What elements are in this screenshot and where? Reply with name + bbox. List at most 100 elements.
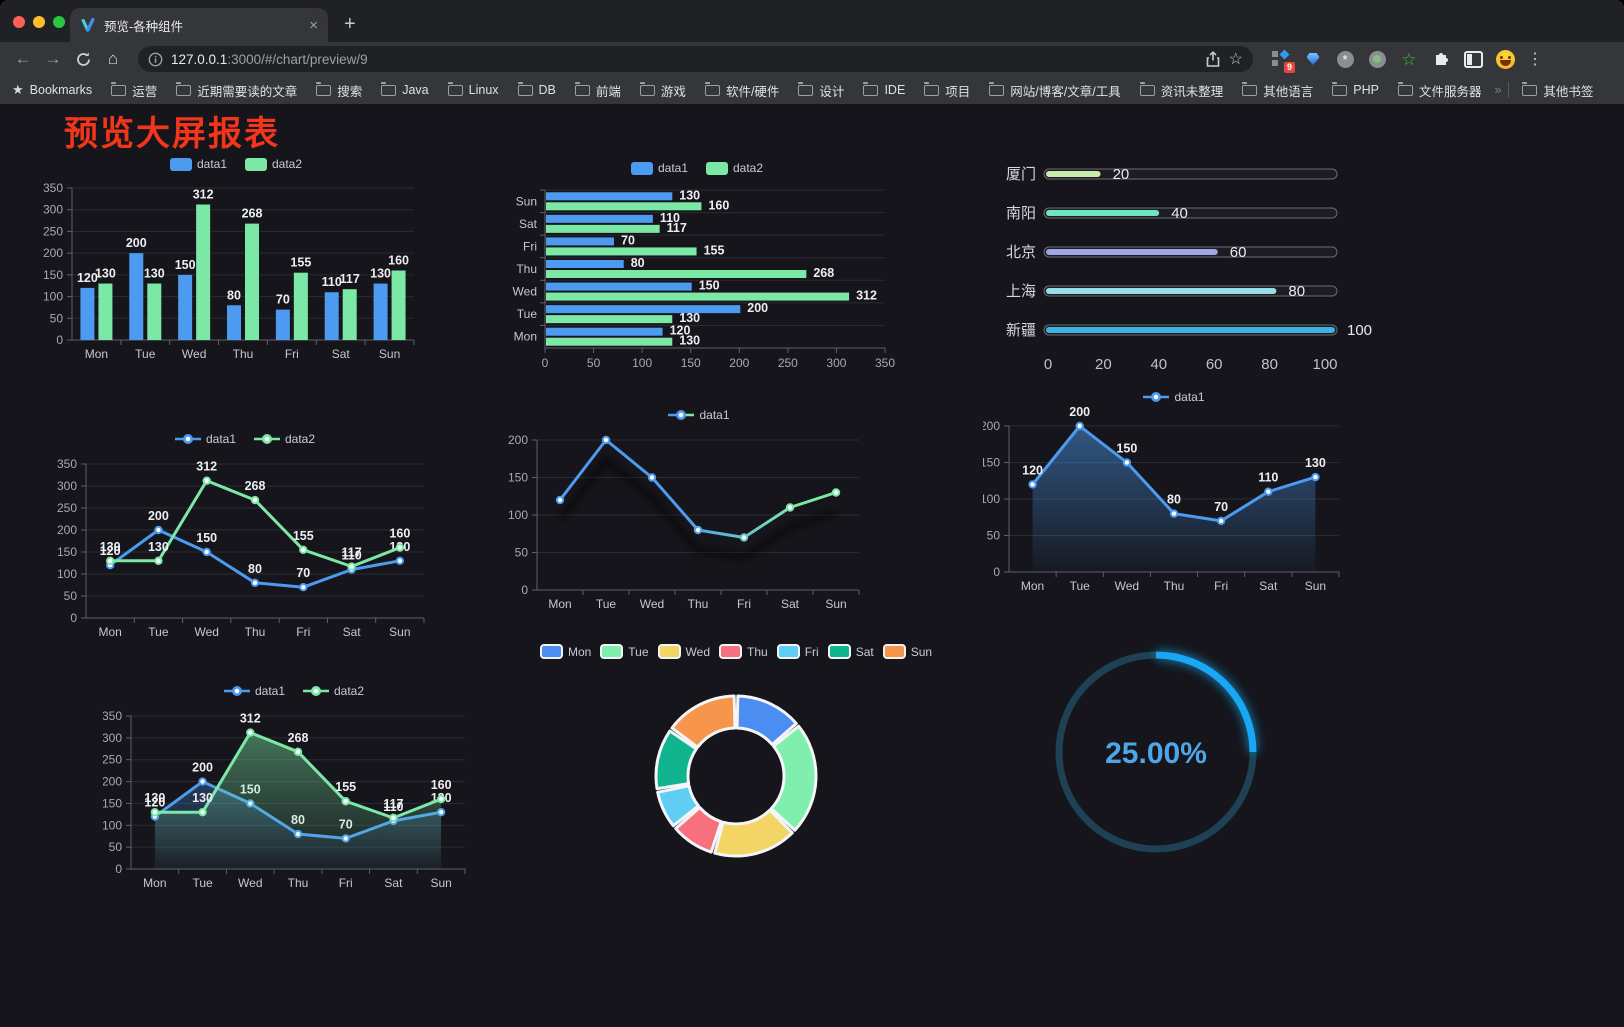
reload-icon[interactable] <box>70 46 96 72</box>
bookmark-folder[interactable]: 资讯未整理 <box>1139 81 1223 100</box>
legend-item-data1[interactable]: data1 <box>174 432 236 446</box>
minimize-window-button[interactable] <box>33 16 45 28</box>
svg-text:200: 200 <box>1069 405 1090 419</box>
legend-item-Thu[interactable]: Thu <box>719 644 768 659</box>
folder-icon <box>704 81 720 96</box>
share-icon[interactable] <box>1205 50 1221 68</box>
browser-menu-icon[interactable]: ⋮ <box>1527 51 1543 68</box>
new-tab-button[interactable]: + <box>344 13 356 35</box>
url-text[interactable]: 127.0.0.1:3000/#/chart/preview/9 <box>171 52 368 67</box>
legend-item-data1[interactable]: data1 <box>630 161 688 175</box>
legend-item-data1[interactable]: data1 <box>223 684 285 698</box>
close-window-button[interactable] <box>13 16 25 28</box>
legend-item-data2[interactable]: data2 <box>254 432 315 446</box>
record-extension-icon[interactable] <box>1367 49 1387 69</box>
svg-text:312: 312 <box>193 188 214 202</box>
bookmark-folder[interactable]: PHP <box>1332 81 1379 100</box>
legend-item-Sat[interactable]: Sat <box>827 644 874 659</box>
bookmark-folder-label: 网站/博客/文章/工具 <box>1010 84 1121 99</box>
bookmark-folder-label: 搜索 <box>337 84 363 99</box>
legend-item-Sun[interactable]: Sun <box>882 644 932 659</box>
zoom-window-button[interactable] <box>53 16 65 28</box>
home-icon[interactable]: ⌂ <box>107 49 119 68</box>
puzzle-extensions-icon[interactable] <box>1431 49 1451 69</box>
bookmark-folder[interactable]: 其他语言 <box>1242 81 1313 100</box>
bookmark-folder[interactable]: Java <box>381 81 429 100</box>
svg-text:50: 50 <box>50 311 64 325</box>
address-bar[interactable]: 127.0.0.1:3000/#/chart/preview/9 ☆ <box>138 46 1253 72</box>
svg-text:Sat: Sat <box>384 876 403 890</box>
legend-item-Mon[interactable]: Mon <box>539 644 591 659</box>
browser-tab[interactable]: 预览-各种组件 × <box>70 8 328 42</box>
legend-item-Tue[interactable]: Tue <box>600 644 649 659</box>
legend-item-data2[interactable]: data2 <box>303 684 364 698</box>
svg-text:250: 250 <box>57 501 77 515</box>
svg-text:312: 312 <box>856 289 877 303</box>
svg-text:160: 160 <box>708 198 729 212</box>
svg-text:Fri: Fri <box>296 625 310 639</box>
site-info-icon[interactable] <box>148 52 163 67</box>
chart-canvas-line2: 0 50 100 150 200 Mon Tue Wed Thu Fri Sat Sun <box>508 433 860 611</box>
bookmark-folder-label: PHP <box>1353 83 1379 97</box>
legend-item-Fri[interactable]: Fri <box>776 644 819 659</box>
legend-swatch <box>600 644 624 659</box>
bookmark-folder[interactable]: 搜索 <box>316 81 362 100</box>
other-bookmarks[interactable]: 其他书签 <box>1522 81 1593 100</box>
gem-extension-icon[interactable] <box>1303 49 1323 69</box>
legend-item-data1[interactable]: data1 <box>1143 390 1205 404</box>
svg-text:312: 312 <box>240 712 261 726</box>
grid-extension-icon[interactable]: 9 <box>1271 49 1295 73</box>
svg-text:100: 100 <box>57 567 77 581</box>
page-content: 预览大屏报表 0 50 100 150 200 250 300 350 Mon Tue Wed Thu… <box>0 104 1624 1027</box>
bookmark-folder[interactable]: 前端 <box>574 81 621 100</box>
svg-text:40: 40 <box>1171 205 1188 222</box>
svg-text:南阳: 南阳 <box>1006 205 1036 222</box>
svg-text:Fri: Fri <box>285 347 299 361</box>
svg-text:130: 130 <box>370 267 391 281</box>
legend-item-data1[interactable]: data1 <box>169 157 227 171</box>
legend-item-data1[interactable]: data1 <box>668 408 730 422</box>
legend-label: data2 <box>272 157 303 171</box>
bookmark-folder[interactable]: Linux <box>447 81 499 100</box>
bookmark-folder[interactable]: IDE <box>863 81 905 100</box>
legend-item-data2[interactable]: data2 <box>706 161 763 175</box>
profile-avatar-emoji[interactable] <box>1495 49 1515 69</box>
svg-text:130: 130 <box>679 188 700 202</box>
bookmark-star-icon[interactable]: ☆ <box>1228 51 1243 68</box>
chart-legend: data1 <box>503 408 895 422</box>
chart-canvas-line4: 0 50 100 150 200 250 300 350 Mon Tue Wed Thu Fri Sat S… <box>103 709 466 890</box>
legend-item-Wed[interactable]: Wed <box>657 644 710 659</box>
svg-text:25.00%: 25.00% <box>1105 737 1207 770</box>
legend-swatch <box>827 644 851 659</box>
bookmarks-overflow-chevron[interactable]: » <box>1494 83 1502 97</box>
chart-canvas-line3: 0 50 100 150 200 Mon Tue Wed Thu Fri Sat Sun 120 200 1… <box>983 405 1340 593</box>
bookmark-folder[interactable]: 近期需要读的文章 <box>176 81 297 100</box>
tab-close-icon[interactable]: × <box>309 16 318 34</box>
folder-icon <box>381 81 397 96</box>
bookmarks-manager[interactable]: ★ Bookmarks <box>12 82 92 98</box>
bookmark-folder-label: IDE <box>884 83 906 97</box>
bookmark-folder[interactable]: 游戏 <box>639 81 686 100</box>
svg-text:0: 0 <box>1044 356 1052 373</box>
star-extension-icon[interactable]: ☆ <box>1401 49 1417 69</box>
bookmark-folder[interactable]: DB <box>517 81 556 100</box>
legend-swatch <box>657 644 681 659</box>
asterisk-extension-icon[interactable]: * <box>1335 49 1355 69</box>
folder-icon <box>1332 81 1348 96</box>
forward-icon[interactable]: → <box>44 49 62 68</box>
folder-icon <box>1139 81 1155 96</box>
bookmark-folder[interactable]: 设计 <box>798 81 844 100</box>
legend-label: Tue <box>628 644 649 659</box>
svg-text:Tue: Tue <box>135 347 156 361</box>
bookmark-folder[interactable]: 运营 <box>111 81 157 100</box>
side-panel-icon[interactable] <box>1463 49 1483 69</box>
bookmark-folder[interactable]: 项目 <box>924 81 970 100</box>
svg-text:70: 70 <box>276 293 290 307</box>
back-icon[interactable]: ← <box>14 49 32 68</box>
legend-item-data2[interactable]: data2 <box>245 157 302 171</box>
svg-text:80: 80 <box>1167 493 1181 507</box>
bookmark-folder[interactable]: 网站/博客/文章/工具 <box>989 81 1121 100</box>
svg-text:Tue: Tue <box>192 876 213 890</box>
bookmark-folder[interactable]: 软件/硬件 <box>704 81 779 100</box>
bookmark-folder[interactable]: 文件服务器 <box>1397 81 1481 100</box>
